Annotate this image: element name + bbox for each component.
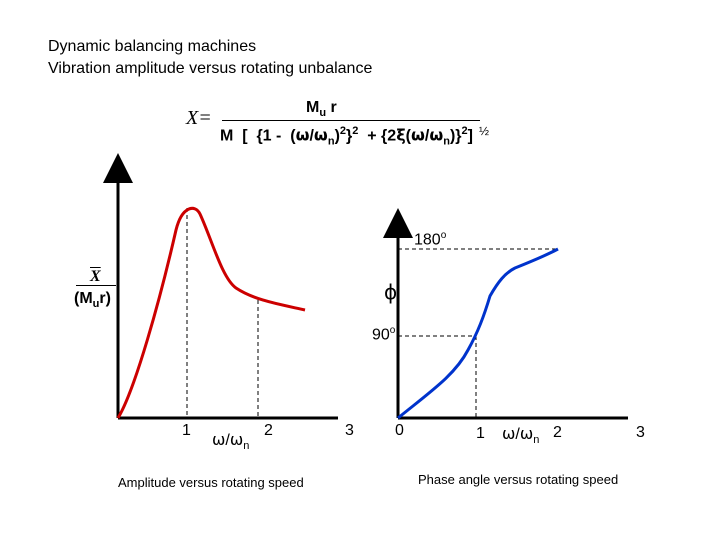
left-y-label-bottom: (Mur) — [74, 290, 111, 311]
right-caption: Phase angle versus rotating speed — [418, 472, 619, 487]
right-x-tick-1: 1 — [476, 425, 485, 442]
equation-exponent: ½ — [479, 124, 490, 138]
title-line-1: Dynamic balancing machines — [48, 38, 257, 55]
right-x-axis-label: ω/ωn — [502, 424, 540, 447]
right-x-tick-3: 3 — [636, 424, 645, 441]
phase-curve — [397, 247, 559, 420]
level-180-label: 180o — [414, 230, 447, 249]
equation-lhs: X= — [186, 107, 212, 129]
level-90-label: 90o — [372, 325, 396, 344]
title-line-2: Vibration amplitude versus rotating unba… — [48, 60, 373, 77]
left-x-axis-label: ω/ωn — [212, 430, 250, 453]
equation-fraction-bar — [222, 120, 480, 121]
left-x-tick-2: 2 — [264, 422, 273, 439]
left-x-tick-3: 3 — [345, 422, 354, 439]
right-x-tick-2: 2 — [553, 424, 562, 441]
left-x-tick-1: 1 — [182, 422, 191, 439]
left-y-label-top: X — [90, 268, 101, 285]
left-caption: Amplitude versus rotating speed — [118, 475, 304, 490]
equation-numerator: Mu r — [306, 99, 337, 120]
amplitude-curve — [116, 206, 306, 419]
right-y-label: ϕ — [384, 280, 398, 304]
left-y-label-rule — [76, 285, 116, 286]
right-x-tick-0: 0 — [395, 422, 404, 439]
equation-denominator: M [ {1 - (ω/ωn)2}2 + {2ξ(ω/ωn)}2] — [220, 125, 473, 148]
